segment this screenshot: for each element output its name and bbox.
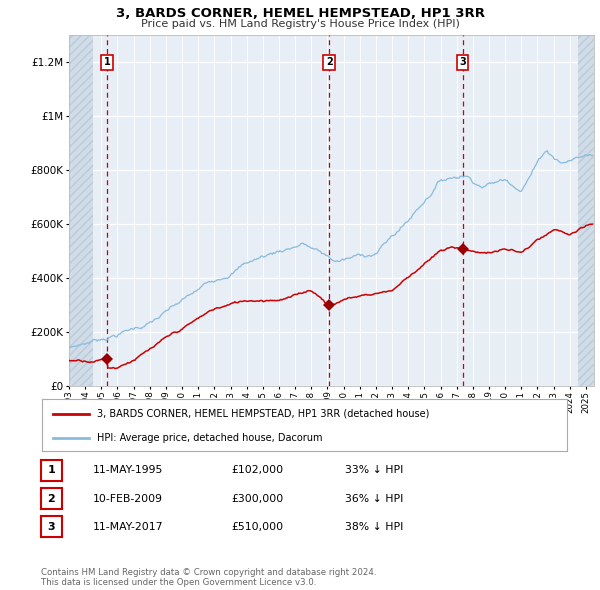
- Text: 38% ↓ HPI: 38% ↓ HPI: [345, 522, 403, 532]
- Text: 11-MAY-2017: 11-MAY-2017: [93, 522, 163, 532]
- Text: 10-FEB-2009: 10-FEB-2009: [93, 494, 163, 503]
- Text: 2: 2: [326, 57, 332, 67]
- Text: Price paid vs. HM Land Registry's House Price Index (HPI): Price paid vs. HM Land Registry's House …: [140, 19, 460, 29]
- Text: 1: 1: [104, 57, 110, 67]
- Text: Contains HM Land Registry data © Crown copyright and database right 2024.
This d: Contains HM Land Registry data © Crown c…: [41, 568, 376, 587]
- Text: HPI: Average price, detached house, Dacorum: HPI: Average price, detached house, Daco…: [97, 433, 323, 443]
- Text: 33% ↓ HPI: 33% ↓ HPI: [345, 466, 403, 475]
- Text: 3: 3: [47, 522, 55, 532]
- Text: £102,000: £102,000: [231, 466, 283, 475]
- Text: 1: 1: [47, 466, 55, 475]
- Bar: [69, 35, 93, 386]
- Text: 2: 2: [47, 494, 55, 503]
- Text: 3, BARDS CORNER, HEMEL HEMPSTEAD, HP1 3RR: 3, BARDS CORNER, HEMEL HEMPSTEAD, HP1 3R…: [115, 7, 485, 20]
- Text: £510,000: £510,000: [231, 522, 283, 532]
- Text: 3, BARDS CORNER, HEMEL HEMPSTEAD, HP1 3RR (detached house): 3, BARDS CORNER, HEMEL HEMPSTEAD, HP1 3R…: [97, 409, 430, 419]
- Bar: [578, 35, 594, 386]
- Text: 3: 3: [459, 57, 466, 67]
- Text: 11-MAY-1995: 11-MAY-1995: [93, 466, 163, 475]
- Text: £300,000: £300,000: [231, 494, 283, 503]
- Text: 36% ↓ HPI: 36% ↓ HPI: [345, 494, 403, 503]
